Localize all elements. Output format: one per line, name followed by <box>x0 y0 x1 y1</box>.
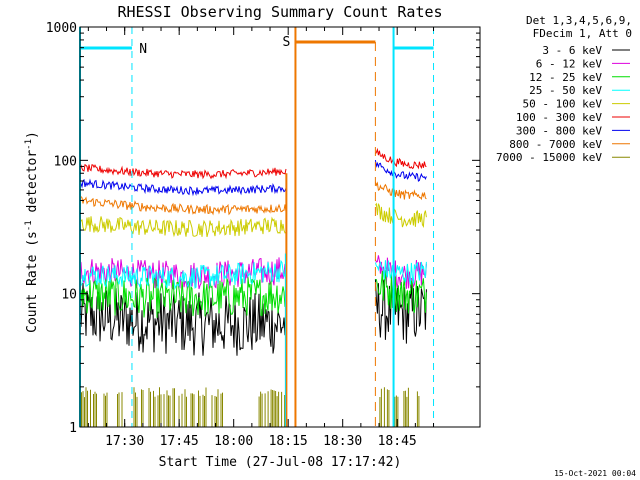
series-7000-15000-kev-segment-2 <box>379 387 420 427</box>
series-7000-15000-kev-segment-1 <box>79 387 223 427</box>
x-axis-label: Start Time (27-Jul-08 17:17:42) <box>159 455 402 470</box>
y-axis-label: Count Rate (s-1 detector-1) <box>24 131 40 333</box>
plot-frame <box>79 26 481 428</box>
footer-timestamp: 15-Oct-2021 00:04 <box>554 469 636 478</box>
axes-layer: 1 10 100 1000 17:30 17:45 18:00 18:15 18:30 18:45 <box>46 21 480 449</box>
legend-label-3-6-kev: 3 - 6 keV <box>542 44 602 57</box>
y-tick-label: 10 <box>61 288 77 303</box>
x-tick-label: 18:00 <box>214 434 253 449</box>
x-tick-label: 18:15 <box>269 434 308 449</box>
legend: Det 1,3,4,5,6,9, FDecim 1, Att 0 3 - 6 k… <box>496 14 632 164</box>
legend-label-100-300-kev: 100 - 300 keV <box>516 111 602 124</box>
series-25-50-kev-segment-1 <box>79 259 287 290</box>
legend-label-6-12-kev: 6 - 12 keV <box>536 57 603 70</box>
series-50-100-kev-segment-1 <box>79 216 287 238</box>
series-7000-15000-kev-segment-1b <box>258 389 286 427</box>
legend-header-line-1: Det 1,3,4,5,6,9, <box>526 14 632 27</box>
series-50-100-kev-segment-2 <box>375 202 427 229</box>
x-tick-label: 18:45 <box>378 434 417 449</box>
series-3-6-kev-segment-2 <box>374 279 427 344</box>
legend-label-50-100-kev: 50 - 100 keV <box>523 98 603 111</box>
series-25-50-kev-segment-2 <box>374 260 427 285</box>
legend-label-7000-15000-kev: 7000 - 15000 keV <box>496 151 602 164</box>
x-tick-label: 17:45 <box>160 434 199 449</box>
y-tick-label: 1 <box>69 421 77 436</box>
legend-header-line-2: FDecim 1, Att 0 <box>533 27 632 40</box>
series-800-7000-kev-segment-1 <box>79 195 287 216</box>
legend-label-12-25-kev: 12 - 25 keV <box>529 71 602 84</box>
saa-label: S <box>282 35 290 50</box>
night-label: N <box>139 42 147 57</box>
series-800-7000-kev-segment-2 <box>374 181 427 201</box>
x-tick-label: 18:30 <box>323 434 362 449</box>
x-tick-label: 17:30 <box>105 434 144 449</box>
legend-label-300-800-kev: 300 - 800 keV <box>516 124 602 137</box>
series-300-800-kev-segment-1 <box>79 178 287 197</box>
chart-title: RHESSI Observing Summary Count Rates <box>117 3 442 21</box>
y-tick-label: 100 <box>54 154 77 169</box>
y-tick-label: 1000 <box>46 21 77 36</box>
series-100-300-kev-segment-2 <box>374 147 427 170</box>
legend-label-800-7000-kev: 800 - 7000 keV <box>509 138 602 151</box>
series-12-25-kev-segment-2 <box>375 270 427 314</box>
series-100-300-kev-segment-1 <box>79 163 287 180</box>
legend-label-25-50-kev: 25 - 50 keV <box>529 84 602 97</box>
series-300-800-kev-segment-2 <box>374 160 427 182</box>
series-12-25-kev-segment-1 <box>79 275 287 318</box>
